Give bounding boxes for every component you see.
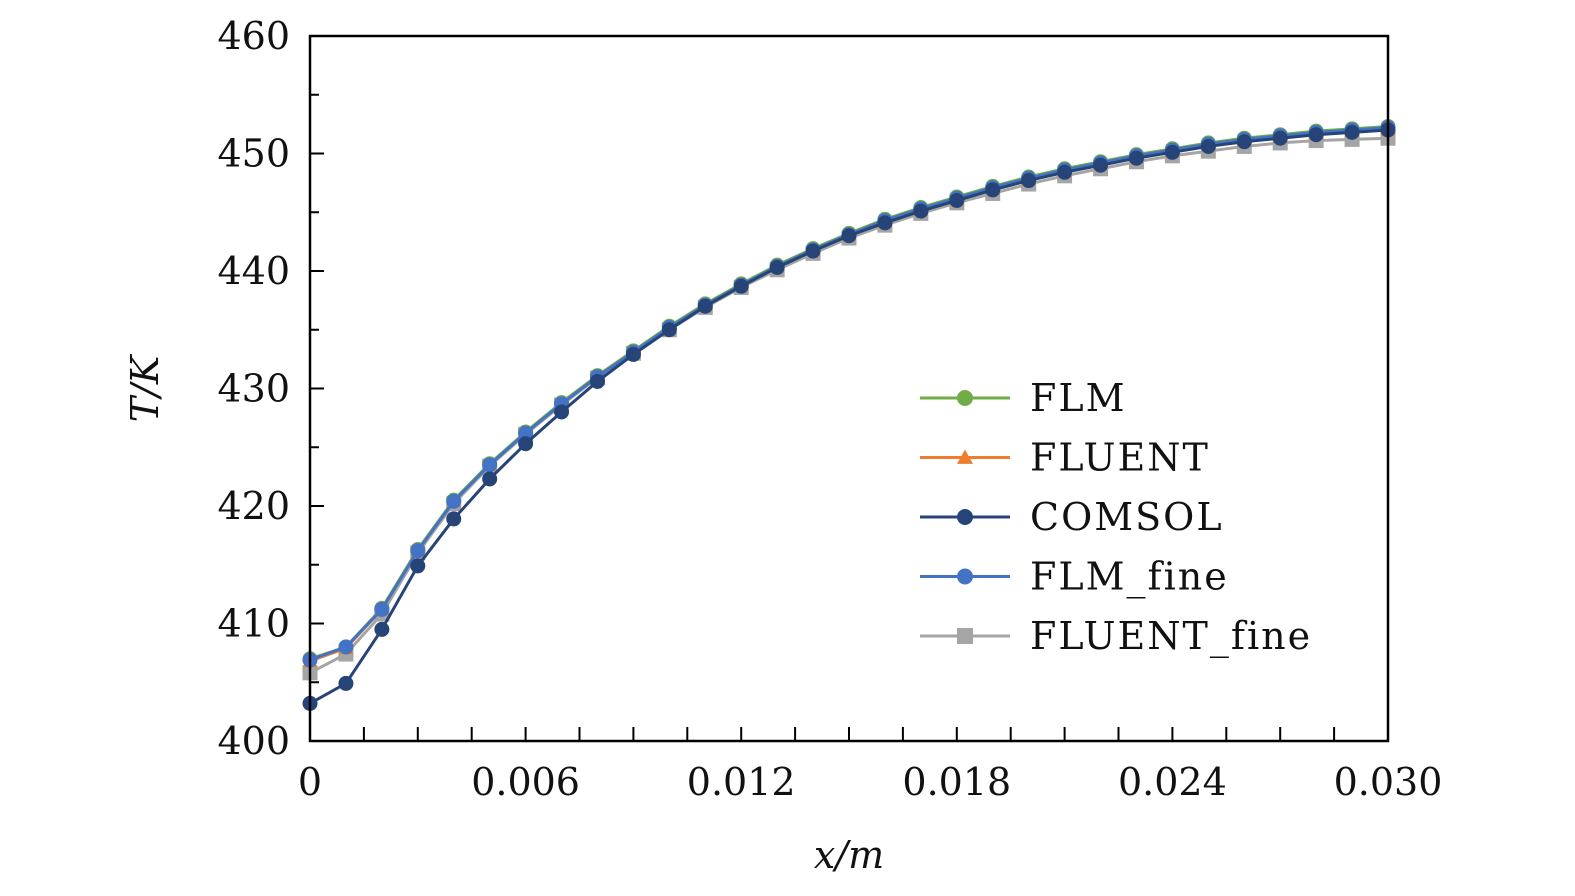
series-comsol: [302, 122, 1396, 711]
data-point: [1164, 144, 1180, 160]
legend-marker: [957, 568, 973, 585]
data-point: [482, 457, 498, 473]
y-tick-label: 450: [217, 132, 290, 176]
x-tick-label: 0.030: [1334, 760, 1443, 804]
data-point: [338, 639, 354, 655]
series-fluent: [302, 122, 1396, 668]
data-point: [841, 228, 857, 244]
data-point: [1308, 127, 1324, 143]
data-point: [1200, 138, 1216, 154]
data-point: [733, 278, 749, 294]
data-point: [554, 404, 570, 420]
legend-entry: FLM_fine: [920, 555, 1229, 600]
data-point: [1093, 157, 1109, 173]
legend-label: FLUENT_fine: [1030, 614, 1312, 659]
data-point: [1021, 173, 1037, 189]
legend-label: COMSOL: [1030, 495, 1224, 539]
x-tick-label: 0.006: [471, 760, 580, 804]
series-fluent-fine: [302, 130, 1396, 681]
axes-layer: 0 0.006 0.012 0.018 0.024 0.030 400 410 420 430 44…: [217, 14, 1442, 804]
data-point: [374, 621, 390, 637]
legend-entry: COMSOL: [920, 495, 1224, 539]
legend-marker: [957, 449, 973, 464]
legend-label: FLM: [1030, 376, 1127, 420]
data-point: [769, 259, 785, 275]
data-point: [518, 436, 534, 452]
legend-marker: [957, 390, 973, 406]
x-tick-label: 0.012: [687, 760, 796, 804]
data-point: [446, 511, 462, 527]
data-point: [949, 193, 965, 208]
y-tick-label: 430: [217, 367, 290, 411]
legend-label: FLUENT: [1030, 436, 1210, 480]
x-tick-label: 0.018: [902, 760, 1011, 804]
x-axis-label: x/m: [814, 833, 884, 877]
data-point: [913, 203, 929, 219]
x-tick-label: 0: [298, 760, 322, 804]
y-tick-label: 420: [217, 484, 290, 528]
y-tick-label: 460: [217, 14, 290, 58]
data-point: [661, 322, 677, 338]
data-point: [985, 182, 1001, 198]
legend-entry: FLM: [920, 376, 1127, 420]
data-point: [1272, 130, 1288, 146]
data-point: [805, 243, 821, 259]
data-point: [446, 493, 462, 509]
data-point: [518, 425, 534, 441]
legend: FLM FLUENT COMSOL FLM_fine FLUENT_fine: [920, 376, 1312, 659]
data-point: [410, 558, 426, 574]
series-layer: [302, 118, 1396, 711]
legend-marker: [957, 628, 973, 644]
data-point: [1128, 150, 1144, 166]
data-point: [482, 471, 498, 487]
y-axis-label: T/K: [123, 353, 167, 422]
data-point: [1236, 134, 1252, 150]
data-point: [338, 675, 354, 691]
legend-label: FLM_fine: [1030, 555, 1229, 600]
data-point: [1057, 164, 1073, 180]
x-tick-label: 0.024: [1118, 760, 1227, 804]
y-tick-label: 440: [217, 249, 290, 293]
data-point: [625, 346, 641, 362]
legend-marker: [957, 509, 973, 525]
legend-entry: FLUENT_fine: [920, 614, 1312, 659]
data-point: [589, 373, 605, 389]
data-point: [1344, 124, 1360, 140]
legend-entry: FLUENT: [920, 436, 1210, 480]
data-point: [877, 215, 893, 231]
y-tick-label: 400: [217, 719, 290, 763]
y-tick-label: 410: [217, 602, 290, 646]
data-point: [410, 543, 426, 559]
series-flm-fine: [302, 120, 1396, 668]
data-point: [697, 298, 713, 314]
series-flm: [302, 118, 1396, 667]
data-point: [374, 601, 390, 617]
